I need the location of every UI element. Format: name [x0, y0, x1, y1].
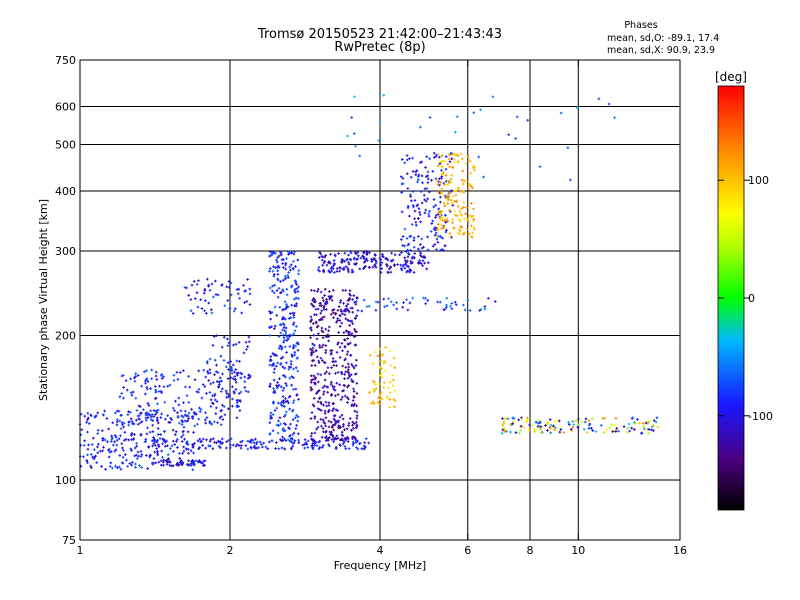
- x-axis-label: Frequency [MHz]: [334, 559, 426, 572]
- x-tick-label: 1: [77, 544, 84, 557]
- y-tick-label: 300: [55, 245, 76, 258]
- colorbar-tick-label: 0: [748, 292, 755, 305]
- y-tick-label: 400: [55, 185, 76, 198]
- y-tick-label: 75: [62, 534, 76, 547]
- phases-mean-o: mean, sd,O: -89.1, 17.4: [607, 33, 720, 44]
- phases-heading: Phases: [624, 20, 658, 31]
- colorbar-tick-label: -100: [748, 410, 773, 423]
- y-tick-label: 200: [55, 330, 76, 343]
- y-tick-label: 100: [55, 474, 76, 487]
- x-tick-label: 8: [527, 544, 534, 557]
- x-tick-label: 4: [377, 544, 384, 557]
- x-tick-label: 2: [227, 544, 234, 557]
- chart-subtitle: RwPretec (8p): [334, 40, 426, 55]
- y-tick-label: 750: [55, 54, 76, 67]
- y-tick-label: 600: [55, 101, 76, 114]
- phases-mean-x: mean, sd,X: 90.9, 23.9: [607, 45, 716, 56]
- chart-title: Tromsø 20150523 21:42:00–21:43:43: [257, 27, 503, 42]
- colorbar-label: [deg]: [715, 70, 747, 84]
- x-tick-label: 16: [673, 544, 687, 557]
- y-axis-label: Stationary phase Virtual Height [km]: [37, 199, 50, 401]
- x-tick-label: 10: [571, 544, 585, 557]
- colorbar-tick-label: 100: [748, 174, 769, 187]
- x-tick-label: 6: [464, 544, 471, 557]
- y-tick-label: 500: [55, 139, 76, 152]
